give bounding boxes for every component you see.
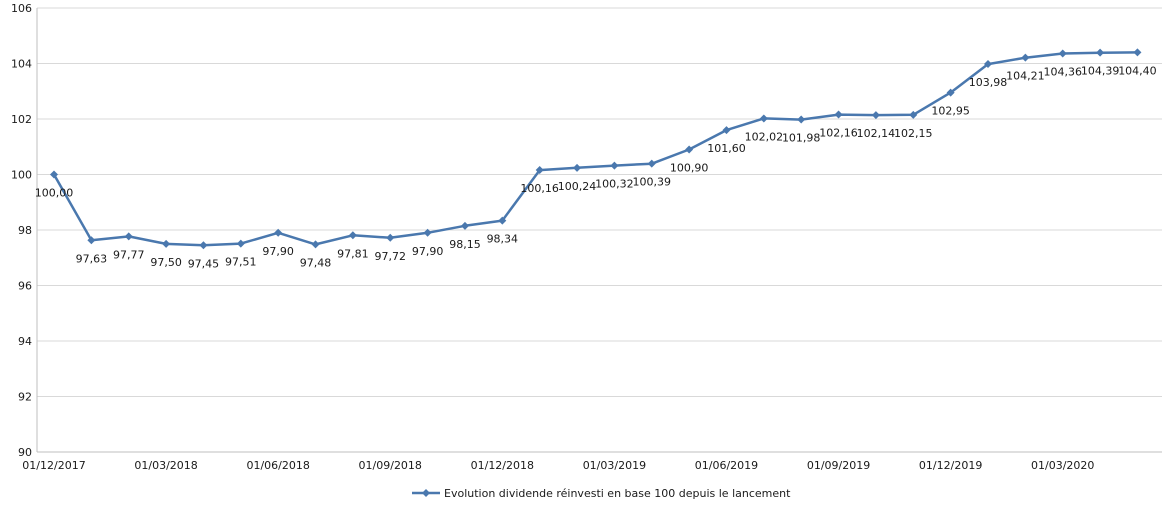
data-point-marker — [759, 114, 768, 123]
data-label: 104,40 — [1118, 64, 1157, 77]
data-label: 97,90 — [262, 245, 294, 258]
y-axis-ticks: 90 92 94 96 98 100 102 104 106 — [11, 2, 32, 459]
legend-diamond-marker — [422, 489, 430, 497]
x-tick-label: 01/06/2018 — [246, 459, 309, 472]
data-label: 100,00 — [35, 187, 74, 200]
y-tick-label: 92 — [18, 391, 32, 404]
data-point-marker — [1021, 53, 1030, 62]
data-point-marker — [423, 228, 432, 237]
y-tick-label: 104 — [11, 58, 32, 71]
data-point-marker — [311, 240, 320, 249]
x-tick-label: 01/12/2019 — [919, 459, 982, 472]
data-label: 97,48 — [300, 256, 332, 269]
data-point-marker — [946, 88, 955, 97]
data-labels: 100,00 97,63 97,77 97,50 97,45 97,51 97,90 97,4… — [35, 64, 1157, 270]
data-label: 104,21 — [1006, 70, 1045, 83]
data-point-marker — [722, 126, 731, 135]
data-point-marker — [535, 166, 544, 175]
x-tick-label: 01/03/2020 — [1031, 459, 1094, 472]
data-point-marker — [87, 236, 96, 245]
data-label: 102,14 — [857, 127, 896, 140]
axes — [36, 8, 1162, 453]
legend: Evolution dividende réinvesti en base 10… — [412, 487, 791, 500]
data-point-marker — [871, 111, 880, 120]
y-tick-label: 96 — [18, 280, 32, 293]
x-tick-label: 01/09/2018 — [359, 459, 422, 472]
data-label: 100,24 — [558, 180, 597, 193]
data-label: 102,95 — [931, 105, 970, 118]
data-label: 100,39 — [633, 176, 672, 189]
data-label: 97,51 — [225, 256, 257, 269]
data-point-marker — [1058, 49, 1067, 58]
x-tick-label: 01/12/2017 — [22, 459, 85, 472]
y-tick-label: 106 — [11, 2, 32, 15]
data-label: 103,98 — [969, 76, 1008, 89]
data-label: 101,60 — [707, 142, 746, 155]
data-point-marker — [348, 231, 357, 240]
y-tick-label: 102 — [11, 113, 32, 126]
data-point-marker — [984, 60, 992, 69]
data-point-marker — [573, 163, 582, 172]
data-point-marker — [124, 232, 133, 241]
data-point-marker — [685, 145, 694, 154]
data-point-marker — [647, 159, 656, 168]
data-label: 101,98 — [782, 132, 821, 145]
data-point-marker — [162, 239, 171, 248]
x-tick-label: 01/12/2018 — [471, 459, 534, 472]
data-point-marker — [498, 216, 507, 225]
data-point-marker — [909, 110, 918, 119]
data-label: 102,15 — [894, 127, 933, 140]
series-layer — [50, 48, 1142, 250]
data-point-marker — [797, 115, 806, 124]
data-point-marker — [386, 233, 395, 242]
legend-label: Evolution dividende réinvesti en base 10… — [444, 487, 791, 500]
data-label: 104,39 — [1081, 65, 1120, 78]
data-point-marker — [1133, 48, 1142, 57]
data-point-marker — [236, 239, 245, 248]
data-point-marker — [610, 161, 619, 170]
x-tick-label: 01/09/2019 — [807, 459, 870, 472]
data-label: 97,50 — [150, 256, 182, 269]
data-point-marker — [50, 170, 58, 179]
y-tick-label: 94 — [18, 335, 32, 348]
data-point-marker — [274, 228, 283, 237]
data-point-marker — [1096, 48, 1105, 57]
data-point-marker — [460, 221, 469, 230]
x-tick-label: 01/06/2019 — [695, 459, 758, 472]
data-label: 98,34 — [487, 233, 519, 246]
data-label: 98,15 — [449, 238, 481, 251]
y-tick-label: 98 — [18, 224, 32, 237]
data-label: 102,16 — [819, 127, 858, 140]
data-label: 100,16 — [520, 182, 559, 195]
data-label: 104,36 — [1043, 66, 1082, 79]
y-tick-label: 100 — [11, 169, 32, 182]
data-label: 100,32 — [595, 178, 634, 191]
data-label: 97,63 — [76, 252, 108, 265]
x-tick-label: 01/03/2018 — [134, 459, 197, 472]
data-point-marker — [834, 110, 843, 119]
gridlines — [37, 7, 1162, 397]
data-label: 97,72 — [374, 250, 406, 263]
x-tick-label: 01/03/2019 — [583, 459, 646, 472]
data-label: 97,77 — [113, 248, 145, 261]
data-label: 97,45 — [188, 257, 220, 270]
series-line — [52, 51, 1138, 247]
data-label: 97,81 — [337, 247, 369, 260]
y-tick-label: 90 — [18, 446, 32, 459]
data-point-marker — [199, 241, 208, 250]
data-label: 102,02 — [745, 130, 784, 143]
x-axis-ticks: 01/12/2017 01/03/2018 01/06/2018 01/09/2018… — [22, 459, 1094, 472]
data-label: 97,90 — [412, 245, 444, 258]
data-label: 100,90 — [670, 162, 709, 175]
